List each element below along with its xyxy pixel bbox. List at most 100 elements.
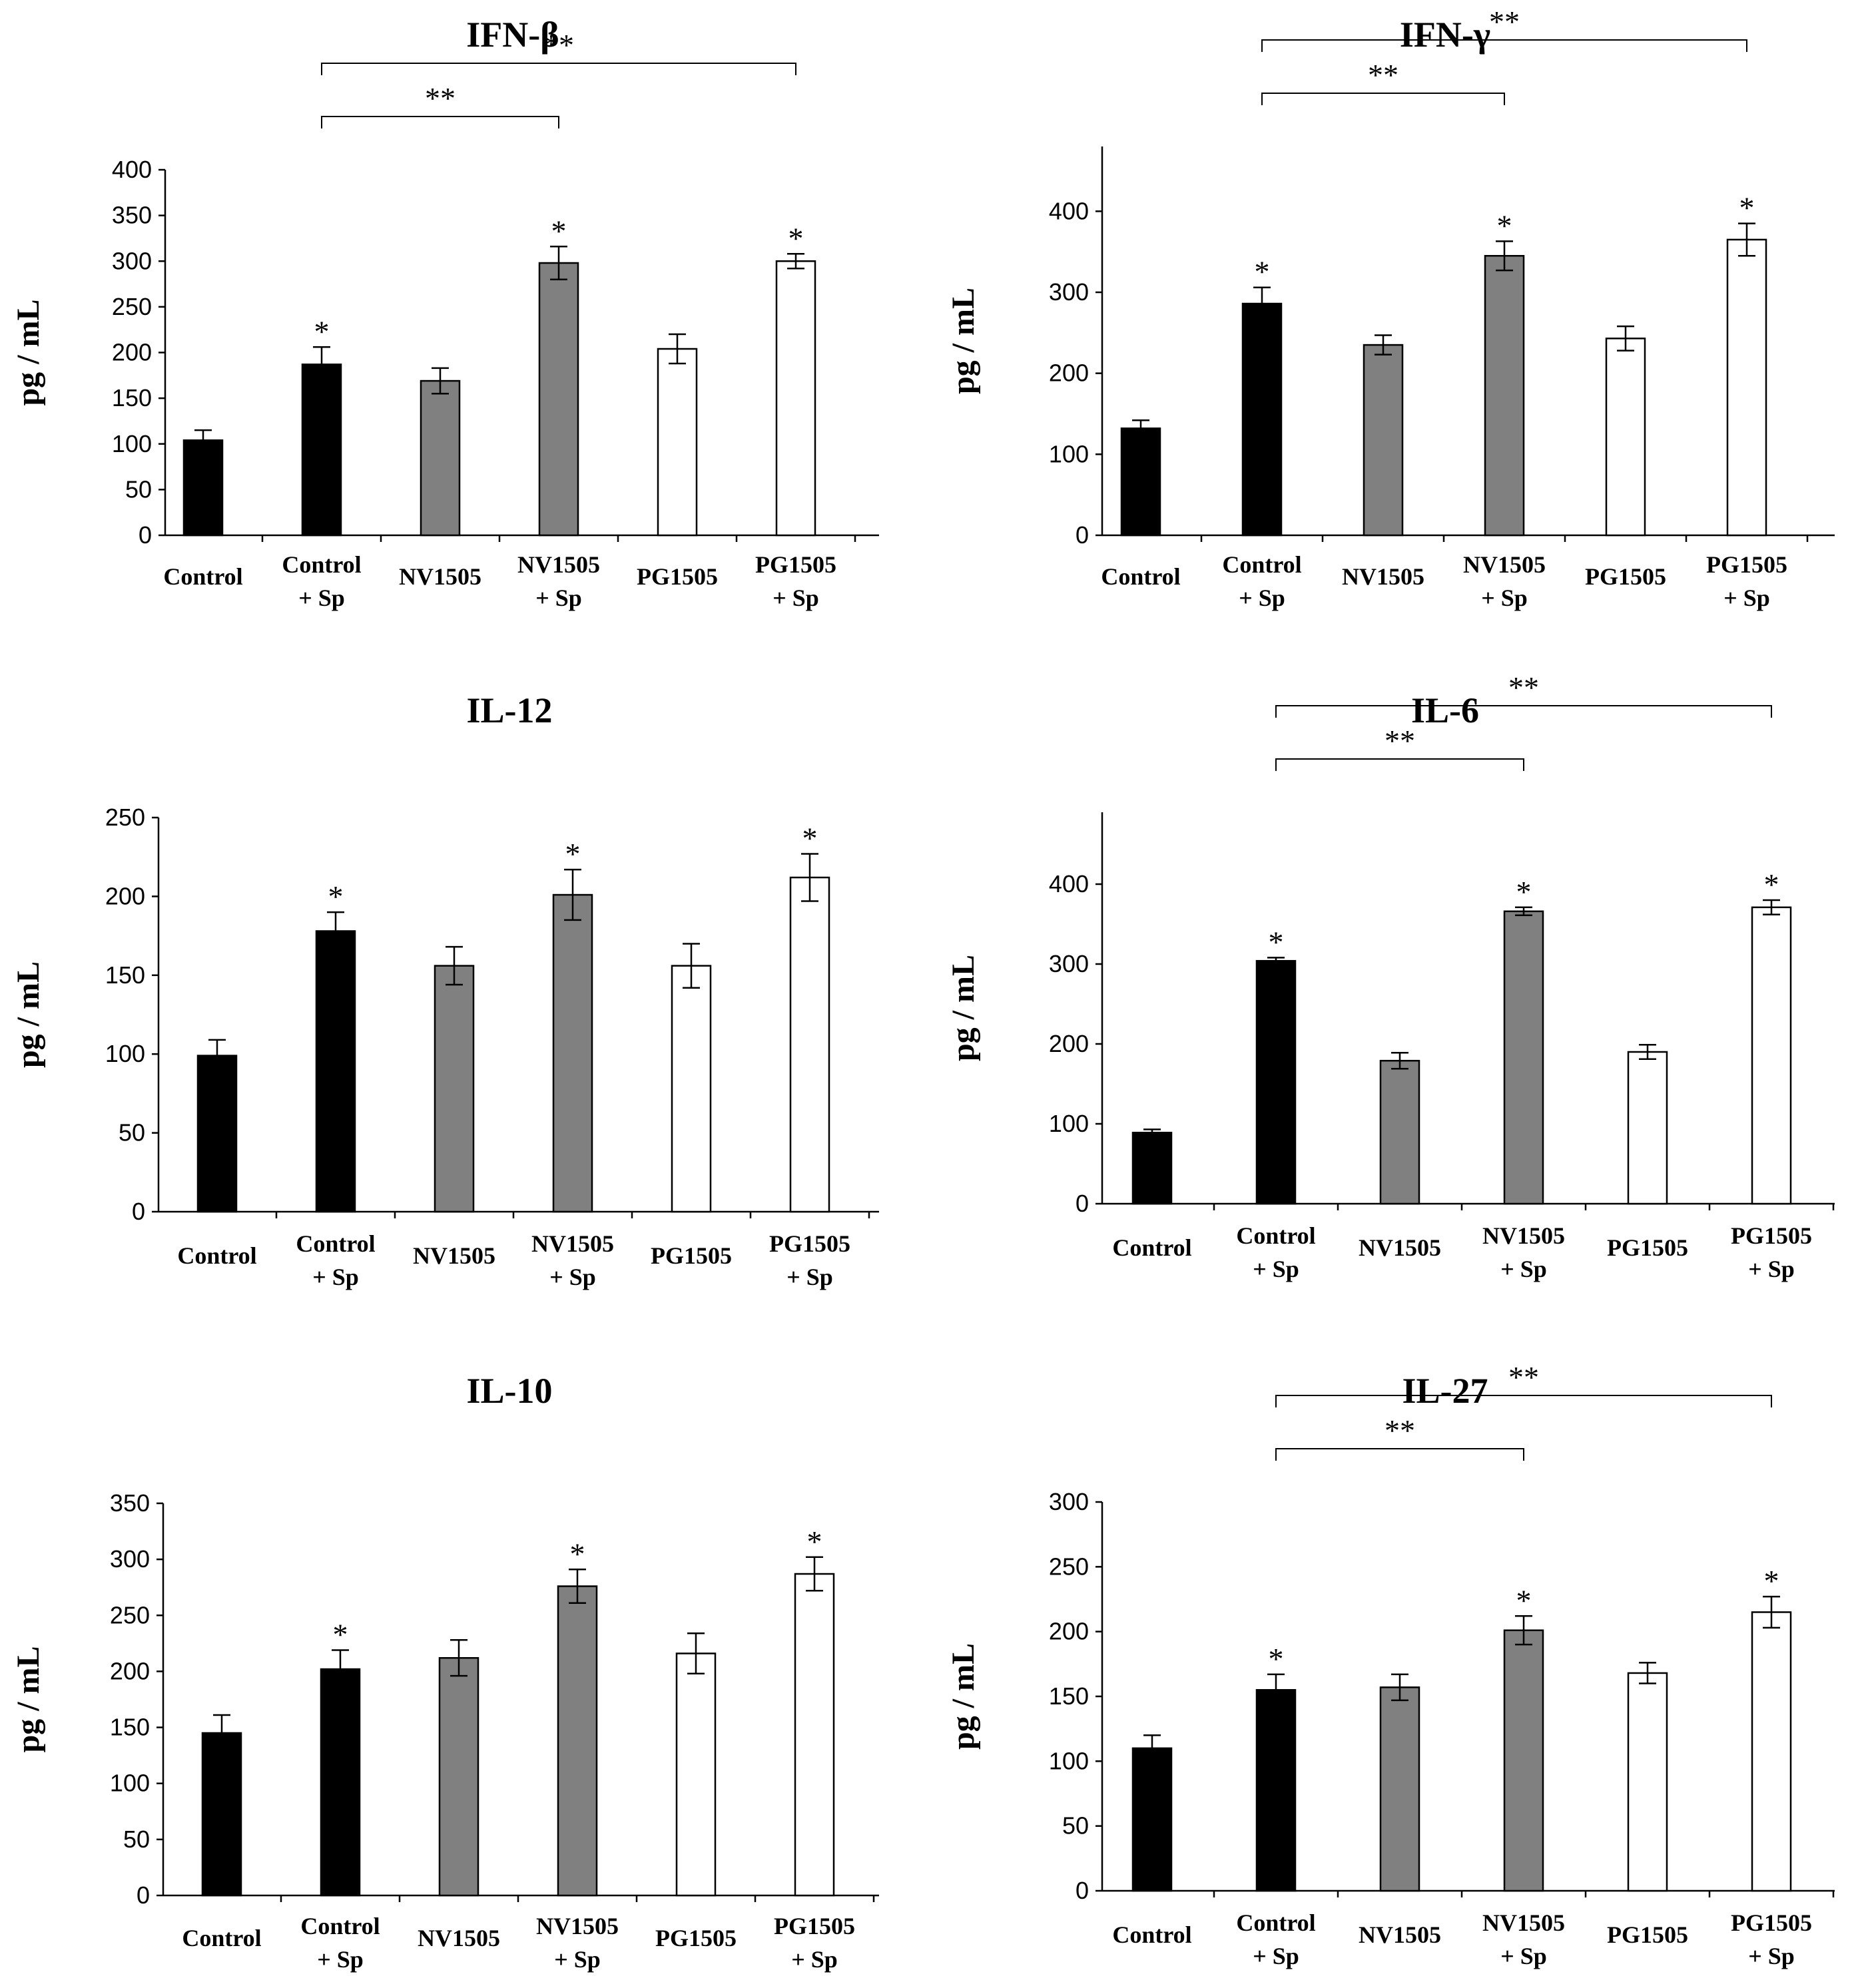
significance-bracket (1275, 1395, 1772, 1407)
chart-panel-ifn-: IFN-β pg / mL 0 50 100 150 200 250 300 350 400 Cont… (11, 15, 879, 611)
y-tick-label: 300 (1049, 950, 1089, 977)
bracket-label: ** (1385, 724, 1415, 758)
error-bar (669, 333, 686, 365)
bar (1255, 959, 1297, 1205)
y-tick-label: 200 (112, 339, 152, 366)
significance-star: * (1497, 208, 1512, 242)
bar (320, 1668, 361, 1897)
error-bar (208, 1039, 226, 1073)
bar (1751, 1611, 1792, 1892)
x-category-label: + Sp (1500, 1256, 1547, 1282)
x-category-label: + Sp (317, 1946, 364, 1973)
y-tick-label: 150 (105, 961, 145, 989)
significance-bracket (321, 116, 559, 128)
error-bar (1496, 240, 1513, 272)
bar (1484, 255, 1525, 537)
bar (1503, 910, 1544, 1205)
x-category-label: PG1505 (769, 1230, 850, 1257)
significance-star: * (807, 1525, 822, 1559)
y-tick-label: 400 (112, 156, 152, 183)
x-category-label: Control (1236, 1909, 1315, 1936)
x-category-label: + Sp (1748, 1256, 1795, 1282)
bar (671, 965, 712, 1213)
chart-panel-il-6: IL-6 pg / mL 0 100 200 300 400 Control * Control +… (946, 670, 1835, 1282)
x-category-label: Control (300, 1913, 380, 1939)
error-bar (806, 1556, 823, 1592)
significance-star: * (1764, 868, 1779, 901)
x-category-label: Control (163, 563, 242, 590)
error-bar (687, 1632, 705, 1675)
chart-title: IL-12 (466, 690, 552, 730)
error-bar (1763, 1595, 1780, 1629)
x-category-label: + Sp (1500, 1943, 1547, 1969)
error-bar (564, 868, 581, 921)
bar (1241, 302, 1283, 537)
significance-star: * (1739, 191, 1755, 225)
y-tick-label: 200 (1049, 1618, 1089, 1645)
bar (182, 439, 224, 537)
bar (552, 893, 593, 1213)
significance-bracket (1275, 758, 1524, 771)
significance-bracket (1275, 1448, 1524, 1461)
significance-star: * (1516, 875, 1532, 909)
error-bar (313, 346, 330, 383)
x-category-label: + Sp (1748, 1943, 1795, 1969)
x-category-label: + Sp (1253, 1943, 1299, 1969)
x-category-label: + Sp (298, 585, 345, 611)
chart-panel-il-10: IL-10 pg / mL 0 50 100 150 200 250 300 350 Control… (11, 1371, 879, 1973)
chart-title: IFN-β (466, 15, 559, 55)
bar (1379, 1059, 1420, 1205)
x-category-label: NV1505 (536, 1913, 619, 1939)
bracket-label: ** (1508, 670, 1539, 704)
x-category-label: NV1505 (413, 1242, 495, 1269)
y-tick-label: 50 (125, 475, 152, 503)
x-category-label: + Sp (786, 1264, 833, 1290)
x-category-label: Control (1112, 1234, 1191, 1261)
error-bar (787, 253, 804, 270)
y-tick-label: 0 (1076, 1190, 1089, 1217)
x-category-label: + Sp (1239, 585, 1285, 611)
bar (1255, 1689, 1297, 1892)
chart-panel-il-27: IL-27 pg / mL 0 50 100 150 200 250 300 Control * Co… (946, 1360, 1835, 1969)
x-category-label: Control (177, 1242, 256, 1269)
error-bar (1639, 1043, 1656, 1061)
significance-star: * (1269, 1642, 1284, 1676)
y-tick-label: 0 (139, 521, 152, 549)
bracket-label: ** (1489, 5, 1520, 39)
y-tick-label: 50 (119, 1119, 145, 1146)
x-category-label: + Sp (1481, 585, 1528, 611)
error-bar (1515, 1615, 1532, 1646)
significance-bracket (1261, 39, 1747, 52)
significance-star: * (314, 314, 330, 348)
bar (201, 1732, 242, 1897)
bar (1120, 427, 1161, 537)
error-bar (1515, 906, 1532, 917)
error-bar (1253, 286, 1271, 321)
x-category-label: NV1505 (1359, 1921, 1441, 1948)
bracket-label: ** (425, 81, 456, 115)
bar (775, 260, 816, 537)
y-tick-label: 200 (105, 882, 145, 909)
bar (1131, 1131, 1173, 1205)
x-category-label: NV1505 (531, 1230, 614, 1257)
x-category-label: + Sp (1253, 1256, 1299, 1282)
x-category-label: PG1505 (1607, 1921, 1688, 1948)
bar (196, 1055, 238, 1213)
y-tick-label: 100 (1049, 1110, 1089, 1137)
y-tick-label: 50 (123, 1826, 150, 1853)
x-category-label: NV1505 (1482, 1909, 1565, 1936)
y-axis-label: pg / mL (946, 1643, 981, 1750)
x-category-label: PG1505 (1706, 551, 1787, 578)
significance-star: * (788, 221, 804, 255)
significance-bracket (1261, 93, 1505, 105)
bracket-label: ** (1368, 58, 1398, 92)
y-tick-label: 200 (1049, 1030, 1089, 1057)
x-category-label: NV1505 (399, 563, 481, 590)
y-tick-label: 300 (112, 247, 152, 274)
y-tick-label: 250 (112, 293, 152, 320)
chart-panel-ifn-: IFN-γ pg / mL 0 100 200 300 400 Control * Control… (946, 5, 1835, 611)
x-category-label: Control (1101, 563, 1180, 590)
bar (1503, 1629, 1544, 1892)
y-tick-label: 200 (1049, 360, 1089, 387)
y-tick-label: 250 (1049, 1553, 1089, 1580)
